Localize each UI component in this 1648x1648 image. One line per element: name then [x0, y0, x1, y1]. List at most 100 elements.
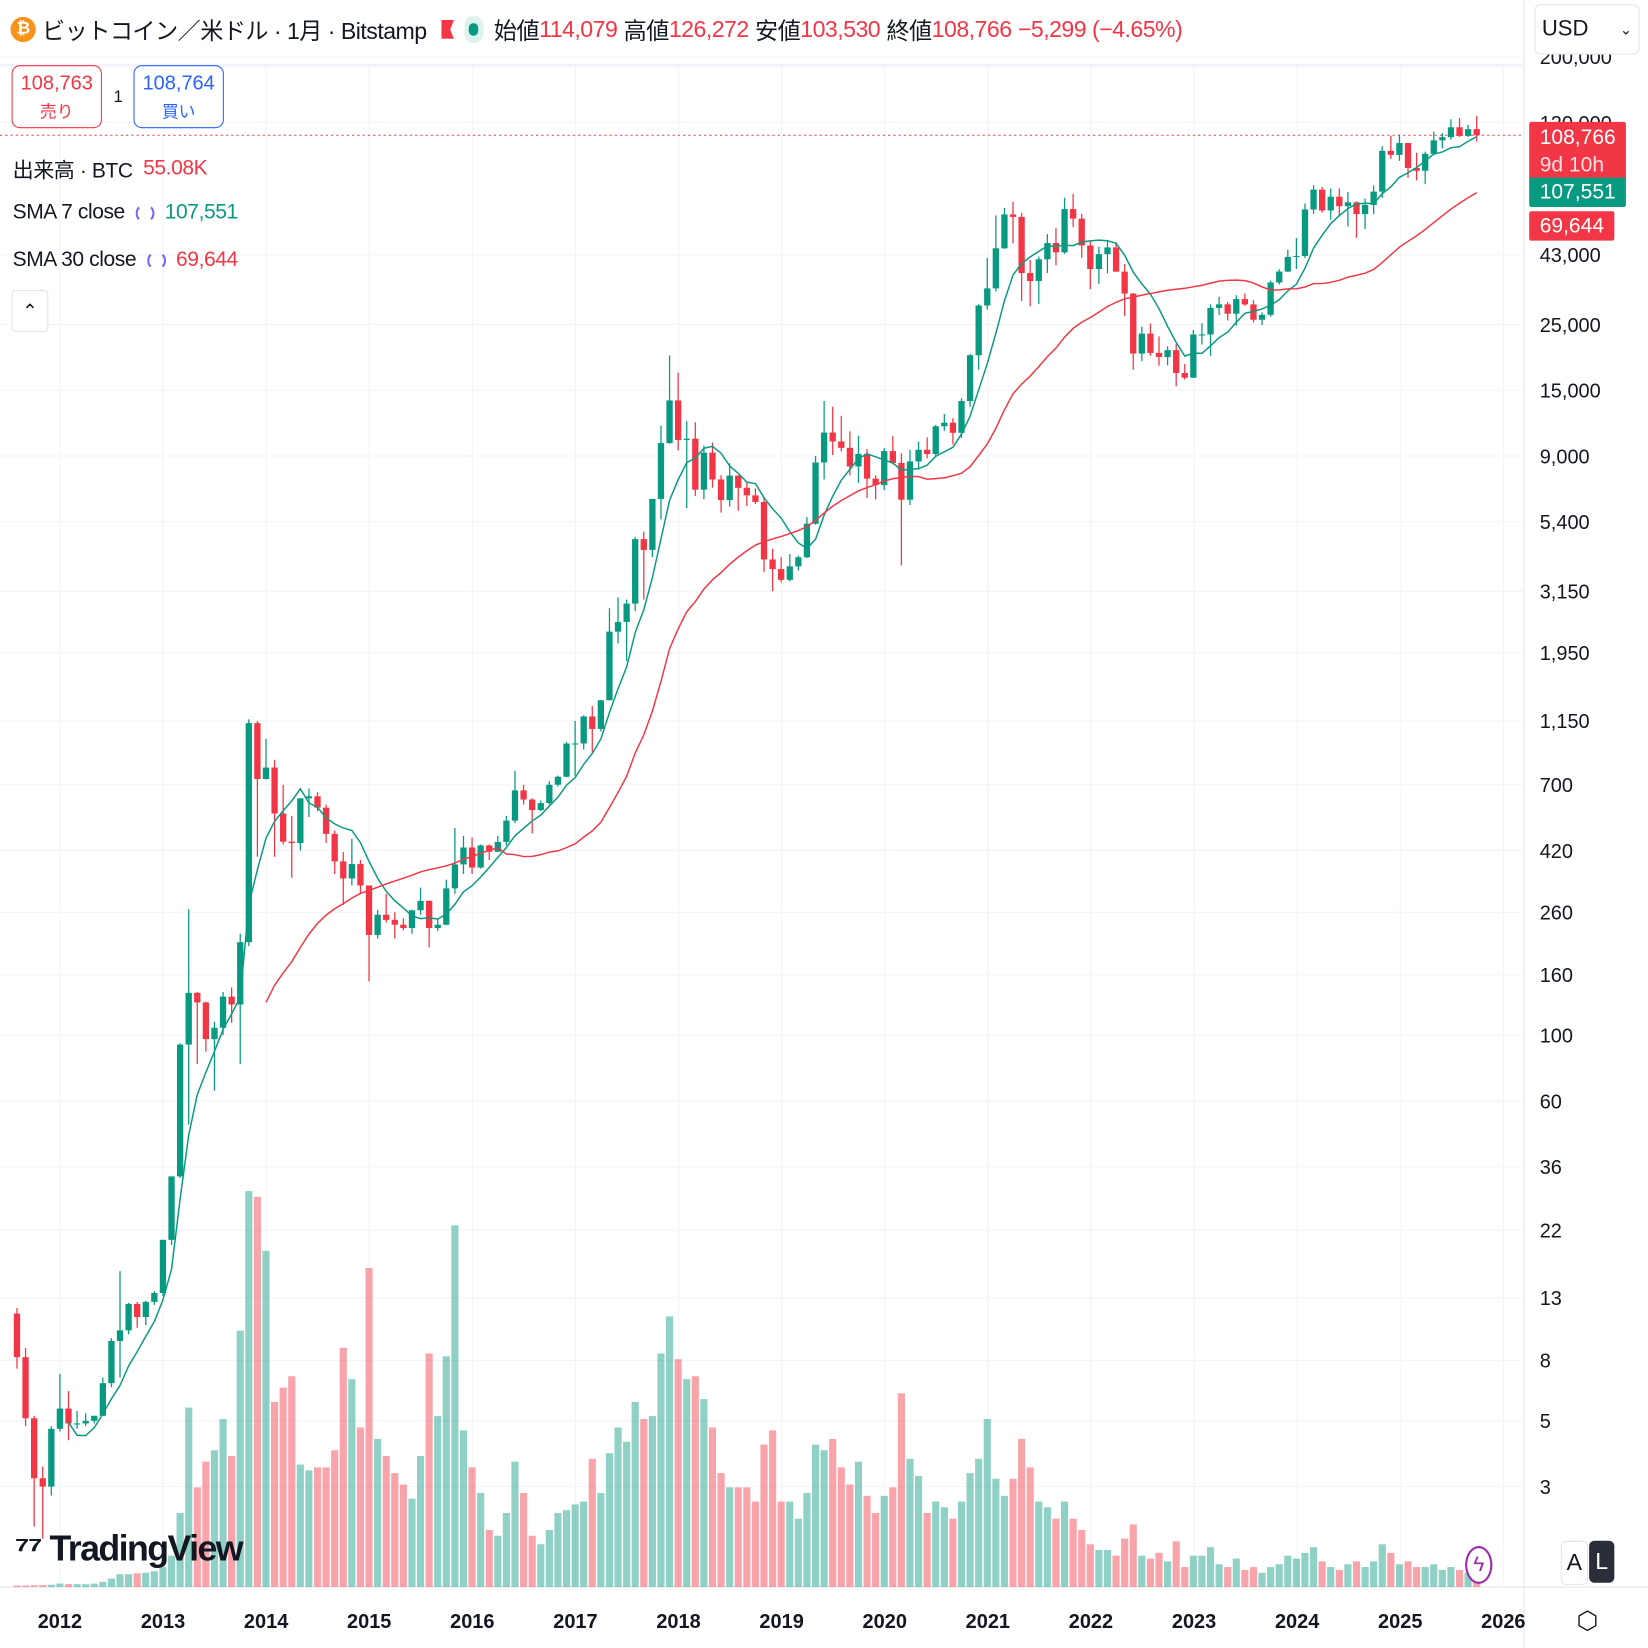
time-tick-label: 2024	[1275, 1611, 1319, 1633]
volume-bar	[957, 1501, 966, 1588]
refresh-icon[interactable]	[146, 250, 166, 270]
candle-body	[778, 569, 785, 580]
candle-body	[786, 566, 793, 580]
price-tick-label: 15,000	[1540, 381, 1601, 403]
volume-bar	[777, 1501, 785, 1588]
volume-bar	[1198, 1555, 1206, 1588]
candle-body	[262, 767, 270, 780]
candle-body	[1095, 254, 1103, 270]
candle-body	[22, 1357, 29, 1419]
candle-body	[1447, 127, 1455, 138]
volume-bar	[1206, 1547, 1215, 1588]
candle-body	[425, 900, 433, 929]
volume-bar	[511, 1461, 519, 1588]
candle-body	[168, 1176, 175, 1240]
volume-bar	[734, 1487, 742, 1588]
volume-bar	[1455, 1569, 1464, 1588]
volume-legend[interactable]: 出来高 · BTC 55.08K	[13, 153, 208, 183]
candle-body	[460, 847, 467, 865]
volume-bar	[202, 1461, 210, 1588]
candle-body	[692, 438, 699, 490]
sell-button[interactable]: 108,763 売り	[11, 65, 102, 129]
price-tick-label: 100	[1540, 1026, 1573, 1048]
volume-bar	[743, 1487, 751, 1588]
volume-bar	[228, 1455, 236, 1588]
candle-body	[1224, 304, 1231, 314]
sma30-legend[interactable]: SMA 30 close 69,644	[12, 248, 239, 272]
candle-body	[1078, 218, 1085, 246]
candle-body	[889, 451, 896, 463]
candle-body	[1009, 214, 1017, 217]
auto-scale-button[interactable]: A	[1560, 1540, 1589, 1585]
price-axis[interactable]	[1523, 0, 1648, 1648]
volume-bar	[13, 1585, 21, 1588]
candle-body	[632, 539, 639, 604]
candle-body	[254, 723, 261, 780]
candle-body	[915, 449, 922, 462]
volume-bar	[811, 1444, 820, 1588]
sma30-value: 69,644	[176, 248, 238, 272]
volume-bar	[820, 1450, 828, 1588]
volume-bar	[322, 1467, 330, 1588]
volume-bar	[1352, 1561, 1361, 1588]
settings-icon[interactable]: ⬡	[1576, 1606, 1599, 1636]
candle-body	[623, 603, 630, 622]
tradingview-logo[interactable]: ⁷⁷ TradingView	[15, 1529, 244, 1570]
volume-bar	[296, 1464, 304, 1588]
candle-body	[760, 501, 768, 560]
candle-body	[589, 716, 596, 729]
volume-bar	[588, 1458, 596, 1588]
candle-body	[700, 452, 708, 490]
volume-bar	[657, 1353, 665, 1588]
price-tick-label: 9,000	[1540, 446, 1590, 468]
volume-bar	[897, 1393, 905, 1588]
volume-bar	[829, 1438, 837, 1588]
candle-body	[348, 864, 356, 879]
sma7-label: SMA 7 close	[12, 200, 126, 224]
candle-body	[1267, 282, 1274, 315]
volume-bar	[1035, 1501, 1043, 1588]
candle-body	[1198, 334, 1206, 336]
bar-countdown: 9d 10h	[1539, 153, 1605, 177]
price-tick-label: 5	[1540, 1411, 1551, 1433]
candle-body	[614, 621, 622, 632]
candle-body	[511, 790, 519, 821]
symbol-title[interactable]: ビットコイン／米ドル · 1月 · Bitstamp	[42, 17, 427, 45]
volume-bar	[451, 1225, 459, 1588]
candle-body	[1138, 333, 1145, 354]
volume-bar	[73, 1584, 81, 1588]
volume-bar	[1421, 1567, 1429, 1588]
candle-body	[1404, 143, 1412, 168]
volume-bar	[580, 1501, 588, 1588]
price-tick-label: 700	[1540, 775, 1573, 797]
flag-icon[interactable]	[441, 19, 454, 39]
low-label: 安値	[755, 17, 801, 45]
candle-body	[743, 487, 750, 496]
volume-bar	[348, 1379, 356, 1588]
volume-bar	[1438, 1569, 1446, 1588]
candle-body	[494, 841, 501, 852]
refresh-icon[interactable]	[135, 203, 155, 223]
candle-body	[185, 992, 192, 1045]
sma30-label: SMA 30 close	[12, 248, 137, 272]
price-tick-label: 1,150	[1540, 711, 1590, 733]
volume-bar	[717, 1473, 725, 1588]
market-status-icon[interactable]	[464, 15, 484, 44]
lightning-icon[interactable]: ϟ	[1465, 1546, 1493, 1584]
candle-body	[1035, 259, 1042, 282]
volume-bar	[468, 1467, 476, 1588]
currency-select[interactable]: USD ⌄	[1534, 4, 1640, 55]
sma7-legend[interactable]: SMA 7 close 107,551	[12, 200, 239, 225]
volume-bar	[674, 1359, 682, 1588]
log-scale-button[interactable]: L	[1589, 1540, 1615, 1583]
collapse-legend-button[interactable]: ⌃	[11, 290, 49, 333]
candle-body	[1370, 191, 1377, 205]
volume-bar	[1232, 1558, 1240, 1588]
volume-bar	[125, 1574, 133, 1588]
change-value: −5,299 (−4.65%)	[1017, 15, 1183, 43]
candle-body	[563, 743, 570, 777]
candle-body	[365, 885, 373, 935]
buy-button[interactable]: 108,764 買い	[133, 65, 224, 129]
